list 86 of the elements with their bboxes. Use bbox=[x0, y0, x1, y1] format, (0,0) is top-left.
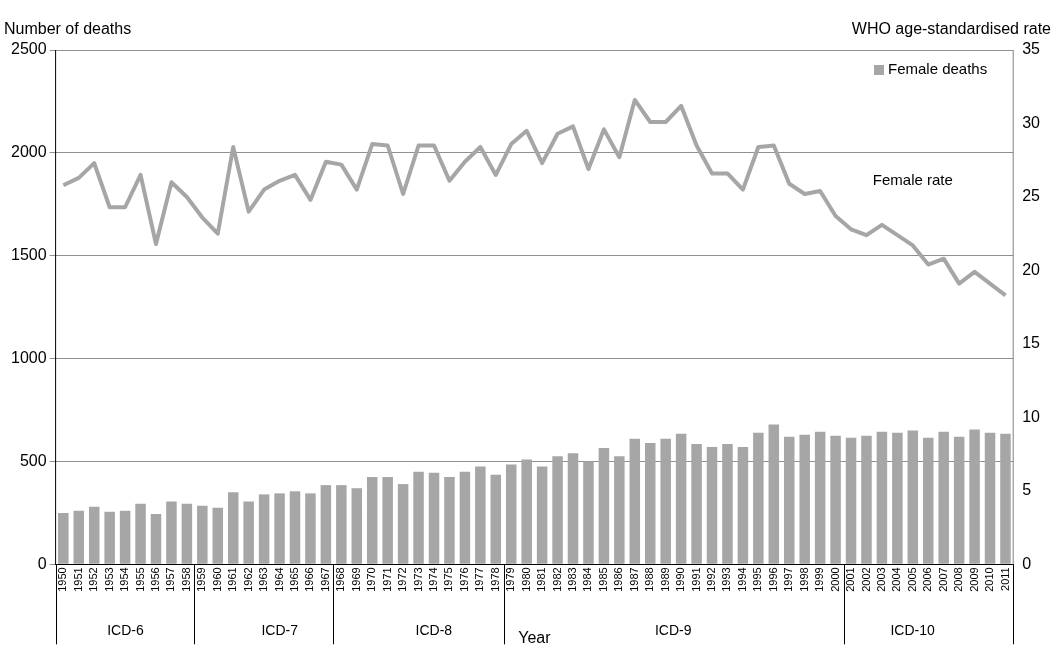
y-tick-label: 1500 bbox=[11, 246, 47, 264]
x-tick-label: 1997 bbox=[782, 567, 795, 592]
y-tick-label: 500 bbox=[19, 451, 47, 469]
x-tick-label: 2001 bbox=[844, 567, 857, 592]
x-tick-label: 1956 bbox=[149, 567, 162, 592]
y2-tick-label: 5 bbox=[1022, 481, 1032, 499]
x-tick-label: 1980 bbox=[519, 567, 532, 592]
y-axis-title: Number of deaths bbox=[4, 20, 132, 38]
x-tick-label: 1960 bbox=[210, 567, 223, 592]
x-tick-label: 1959 bbox=[195, 567, 208, 592]
y2-tick-label: 15 bbox=[1022, 334, 1041, 352]
x-tick-label: 1983 bbox=[566, 567, 579, 592]
x-tick-label: 1953 bbox=[102, 567, 115, 592]
x-tick-label: 1975 bbox=[442, 567, 455, 592]
text: ICD-6 bbox=[107, 622, 144, 639]
x-axis-title: Year bbox=[518, 628, 552, 646]
x-tick-label: 2008 bbox=[952, 567, 965, 592]
x-tick-label: 1965 bbox=[288, 567, 301, 592]
x-tick-label: 1952 bbox=[87, 567, 100, 592]
y-tick-label: 2500 bbox=[11, 40, 47, 58]
x-tick-label: 1981 bbox=[535, 567, 548, 592]
x-tick-label: 1990 bbox=[674, 567, 687, 592]
x-tick-label: 1974 bbox=[427, 567, 440, 592]
x-tick-label: 1998 bbox=[797, 567, 810, 592]
x-tick-label: 1984 bbox=[581, 567, 594, 592]
x-tick-label: 2000 bbox=[828, 567, 841, 592]
x-tick-label: 2010 bbox=[983, 567, 996, 592]
x-tick-label: 2007 bbox=[936, 567, 949, 592]
y2-tick-label: 35 bbox=[1022, 40, 1041, 58]
x-tick-label: 1992 bbox=[705, 567, 718, 592]
x-tick-label: 1963 bbox=[257, 567, 270, 592]
x-tick-label: 1991 bbox=[689, 567, 702, 592]
x-tick-label: 1985 bbox=[596, 567, 609, 592]
x-tick-label: 2006 bbox=[921, 567, 934, 592]
x-tick-label: 1951 bbox=[71, 567, 84, 592]
x-tick-label: 1958 bbox=[179, 567, 192, 592]
x-tick-label: 2009 bbox=[967, 567, 980, 592]
x-tick-label: 1968 bbox=[334, 567, 347, 592]
x-tick-label: 2002 bbox=[859, 567, 872, 592]
text: ICD-9 bbox=[654, 622, 692, 639]
x-tick-label: 1972 bbox=[396, 567, 409, 592]
y2-axis-title: WHO age-standardised rate bbox=[851, 20, 1052, 38]
x-tick-label: 1969 bbox=[349, 567, 362, 592]
x-tick-label: 1993 bbox=[720, 567, 733, 592]
x-tick-label: 1961 bbox=[226, 567, 239, 592]
x-tick-label: 1994 bbox=[735, 567, 748, 592]
text: ICD-10 bbox=[890, 622, 936, 639]
y-tick-label: 0 bbox=[37, 554, 47, 572]
x-tick-label: 1967 bbox=[318, 567, 331, 592]
y2-tick-label: 10 bbox=[1022, 407, 1041, 425]
x-tick-label: 1978 bbox=[488, 567, 501, 592]
text: ICD-7 bbox=[261, 622, 299, 639]
x-tick-label: 1988 bbox=[643, 567, 656, 592]
x-tick-label: 1971 bbox=[380, 567, 393, 592]
x-tick-label: 1979 bbox=[504, 567, 517, 592]
x-tick-label: 1970 bbox=[365, 567, 378, 592]
x-tick-label: 1954 bbox=[118, 567, 131, 592]
x-tick-label: 1973 bbox=[411, 567, 424, 592]
text: ICD-8 bbox=[415, 622, 453, 639]
y-tick-label: 1000 bbox=[11, 349, 47, 366]
x-tick-label: 2003 bbox=[874, 567, 887, 592]
x-tick-label: 1966 bbox=[303, 567, 316, 592]
text: Female rate bbox=[872, 170, 953, 188]
x-tick-label: 1999 bbox=[813, 567, 826, 592]
x-tick-label: 1957 bbox=[164, 567, 177, 592]
x-tick-label: 2005 bbox=[905, 567, 918, 592]
x-tick-label: 2004 bbox=[890, 567, 903, 592]
x-tick-label: 1962 bbox=[241, 567, 254, 592]
x-tick-label: 1996 bbox=[766, 567, 779, 592]
x-tick-label: 1989 bbox=[658, 567, 671, 592]
y2-tick-label: 30 bbox=[1022, 113, 1041, 131]
x-tick-label: 1955 bbox=[133, 567, 146, 592]
x-tick-label: 1987 bbox=[627, 567, 640, 592]
legend-label: Female deaths bbox=[887, 60, 988, 78]
x-tick-label: 1977 bbox=[473, 567, 486, 592]
x-tick-label: 2011 bbox=[998, 567, 1011, 591]
x-tick-label: 1950 bbox=[56, 567, 69, 592]
y2-tick-label: 0 bbox=[1022, 554, 1032, 572]
x-tick-label: 1986 bbox=[612, 567, 625, 592]
x-tick-label: 1976 bbox=[457, 567, 470, 592]
x-tick-label: 1964 bbox=[272, 567, 285, 592]
x-tick-label: 1982 bbox=[550, 567, 563, 592]
y2-tick-label: 20 bbox=[1022, 260, 1041, 278]
x-tick-label: 1995 bbox=[751, 567, 764, 592]
y2-tick-label: 25 bbox=[1022, 187, 1041, 205]
y-tick-label: 2000 bbox=[11, 143, 47, 161]
